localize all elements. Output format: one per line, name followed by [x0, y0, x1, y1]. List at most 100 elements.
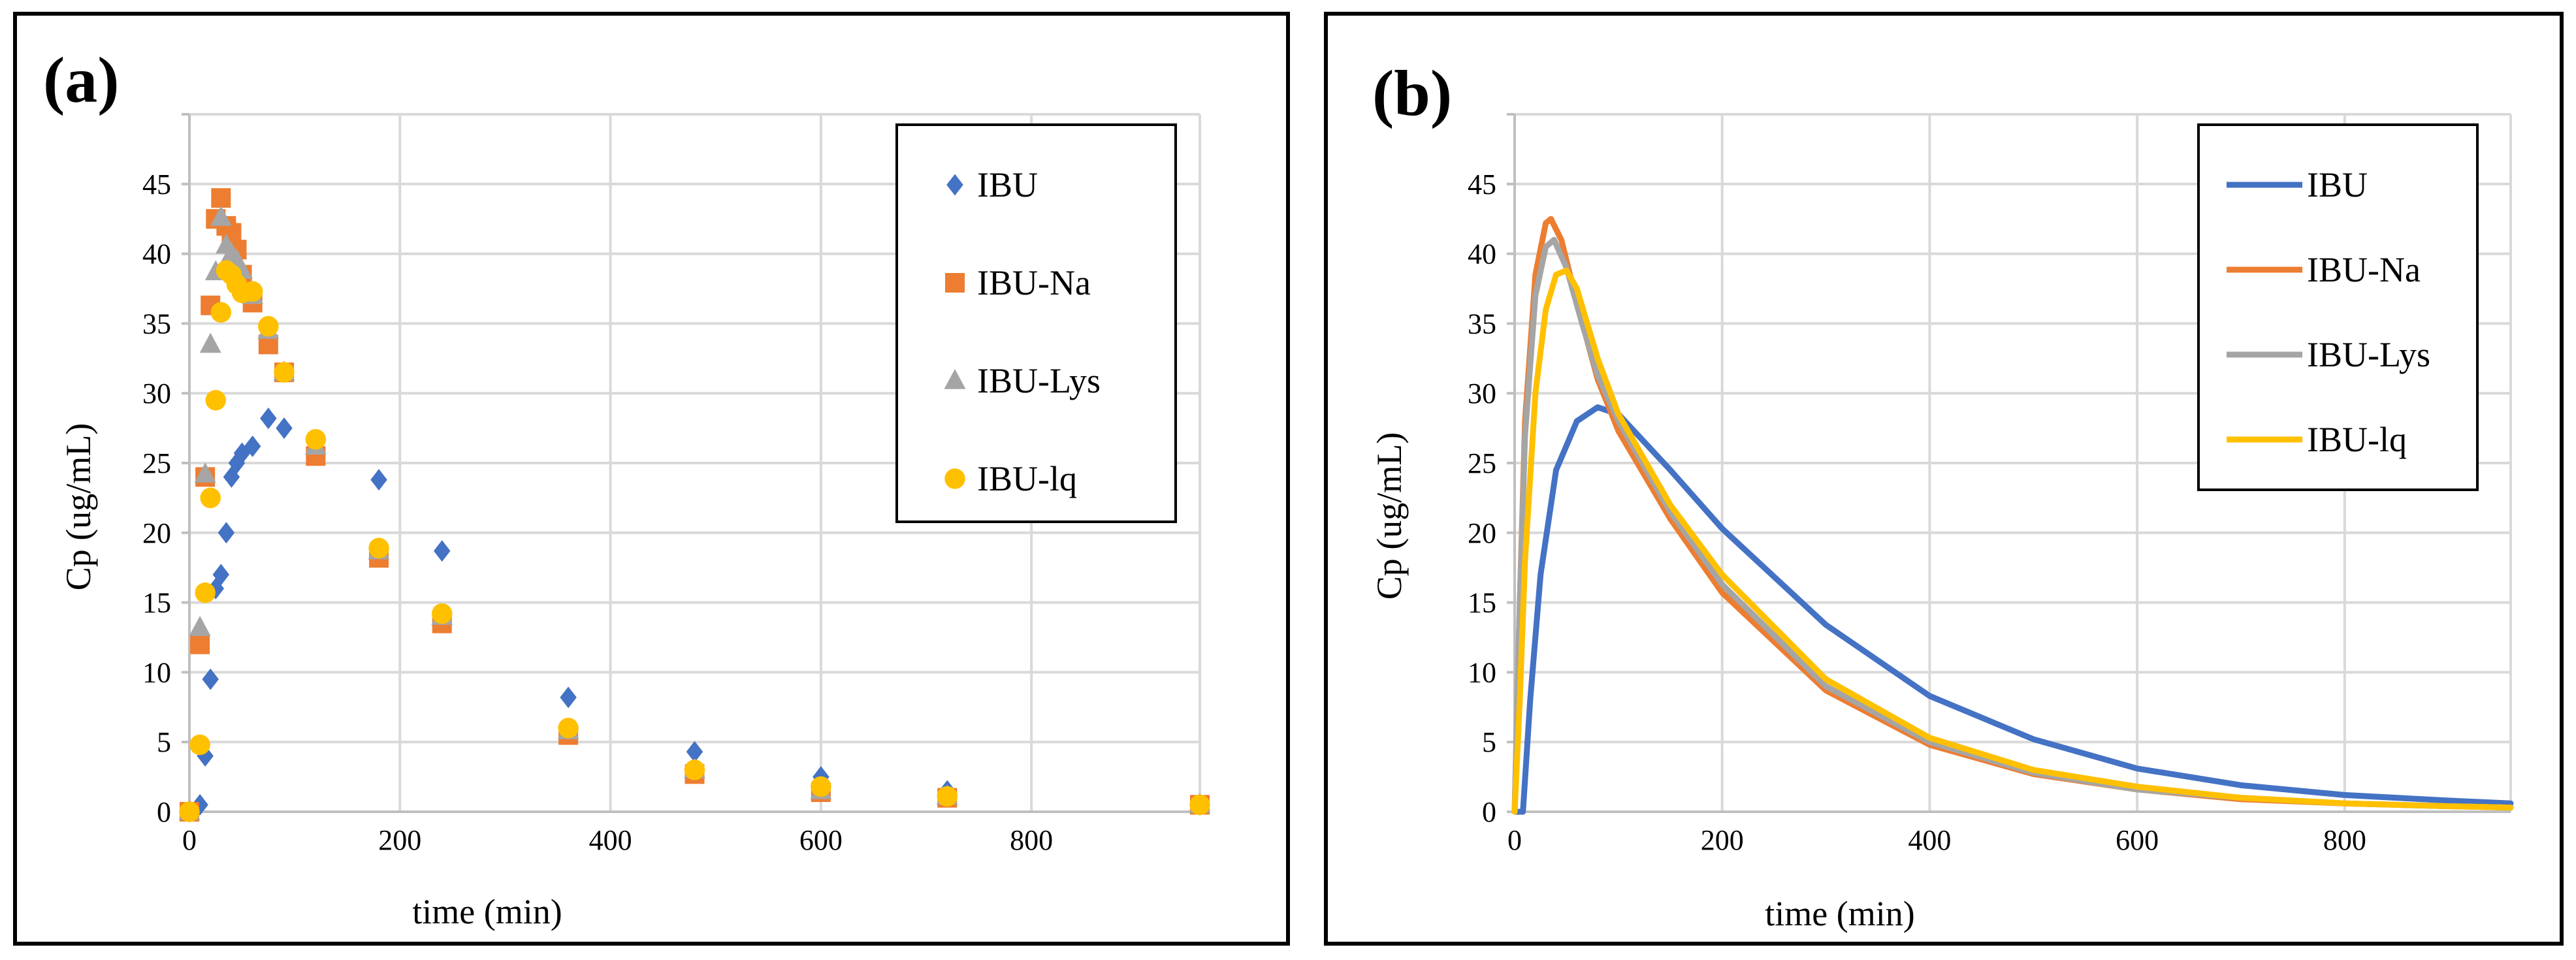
- point-ibu-lq: [684, 760, 705, 780]
- series-ibu: [1511, 404, 2514, 815]
- point-ibu: [260, 408, 277, 430]
- legend-label: IBU: [977, 165, 1038, 204]
- point-ibu: [276, 417, 293, 440]
- point-ibu-lys: [210, 206, 232, 226]
- point-ibu-lq: [811, 776, 831, 797]
- y-tick-label: 20: [142, 517, 171, 549]
- legend-item: IBU-Na: [945, 263, 1091, 302]
- legend-item: IBU: [946, 165, 1038, 204]
- point-ibu: [212, 564, 230, 586]
- point-ibu: [560, 686, 577, 709]
- legend-label: IBU-lq: [2307, 420, 2407, 459]
- y-tick-label: 5: [1482, 726, 1496, 758]
- legend-label: IBU: [2307, 165, 2368, 204]
- legend-label: IBU-Lys: [2307, 335, 2430, 374]
- series-ibu-lq: [179, 260, 1210, 822]
- y-tick-label: 40: [1468, 238, 1496, 270]
- y-axis-title-a: Cp (ug/mL): [59, 423, 98, 590]
- point-ibu-lq: [258, 315, 279, 337]
- point-ibu-lq: [558, 718, 579, 739]
- point-ibu-lq: [274, 362, 295, 383]
- legend-item: IBU-Na: [2227, 250, 2421, 289]
- legend-item: IBU-lq: [2227, 420, 2407, 459]
- y-tick-label: 5: [157, 726, 171, 758]
- x-axis-title-b: time (min): [1765, 894, 1914, 933]
- x-tick-label: 600: [2116, 824, 2159, 856]
- y-tick-label: 15: [142, 587, 171, 619]
- chart-panel-b: 0 5 10 15 20 25 30 35 40 45 0 200 400 600 800 (b) time…: [1324, 12, 2564, 946]
- series-ibu-lq: [1511, 267, 2514, 815]
- x-tick-label: 400: [589, 824, 632, 856]
- y-tick-label: 0: [1482, 796, 1496, 828]
- point-ibu-lq: [305, 428, 327, 450]
- point-ibu-lq: [368, 537, 389, 559]
- x-axis-title-a: time (min): [412, 892, 562, 931]
- y-tick-label: 0: [157, 796, 171, 828]
- line-ibu: [1511, 404, 2514, 815]
- point-ibu-na: [211, 188, 231, 208]
- legend-item: IBU-Lys: [2227, 335, 2430, 374]
- y-tick-label: 30: [1468, 377, 1496, 409]
- legend-label: IBU-Na: [2307, 250, 2421, 289]
- point-ibu-lq: [179, 801, 200, 822]
- point-ibu-lq: [242, 281, 263, 302]
- point-ibu-lys: [199, 332, 221, 353]
- y-tick-label: 45: [1468, 168, 1496, 200]
- legend-frame: [895, 123, 1177, 523]
- x-tick-label: 200: [378, 824, 421, 856]
- legend-key-ibu: [946, 174, 963, 196]
- y-tick-label: 35: [1468, 308, 1496, 340]
- legend-item: IBU-Lys: [944, 361, 1101, 400]
- legend-item: IBU-lq: [944, 459, 1077, 498]
- y-tick-label: 45: [142, 168, 171, 200]
- point-ibu-na: [190, 634, 210, 654]
- legend-key-ibu-lys: [944, 369, 966, 389]
- point-ibu: [370, 469, 387, 491]
- y-tick-label: 25: [1468, 447, 1496, 479]
- point-ibu: [686, 741, 703, 763]
- legend-key-ibu-na: [945, 273, 965, 293]
- y-tick-label: 40: [142, 238, 171, 270]
- legend-item: IBU: [2227, 165, 2368, 204]
- line-ibu-lq: [1511, 267, 2514, 815]
- point-ibu-lq: [195, 582, 216, 603]
- y-tick-label: 25: [142, 447, 171, 479]
- x-tick-label: 0: [1507, 824, 1522, 856]
- legend-label: IBU-lq: [977, 459, 1077, 498]
- legend-label: IBU-Na: [977, 263, 1091, 302]
- point-ibu-lq: [200, 487, 221, 509]
- chart-a-svg: 0 5 10 15 20 25 30 35 40 45 0 200 400 600 800 (a) time…: [43, 44, 1211, 931]
- y-tick-label: 30: [142, 377, 171, 409]
- point-ibu: [217, 522, 235, 544]
- point-ibu-lq: [205, 390, 227, 411]
- x-tick-label: 0: [182, 824, 197, 856]
- point-ibu: [244, 435, 261, 457]
- point-ibu-lq: [937, 786, 958, 807]
- y-tick-label: 35: [142, 308, 171, 340]
- y-axis-title-b: Cp (ug/mL): [1370, 432, 1409, 600]
- point-ibu-lys: [189, 616, 211, 636]
- chart-b-svg: 0 5 10 15 20 25 30 35 40 45 0 200 400 600 800 (b) time…: [1370, 57, 2514, 933]
- x-tick-label: 800: [2323, 824, 2366, 856]
- chart-panel-a: 0 5 10 15 20 25 30 35 40 45 0 200 400 600 800 (a) time…: [13, 12, 1290, 946]
- legend-a: IBU IBU-Na IBU-Lys IBU-lq: [895, 123, 1177, 523]
- panel-label-a: (a): [43, 44, 120, 116]
- point-ibu: [434, 540, 451, 562]
- y-tick-label: 10: [142, 656, 171, 688]
- point-ibu-lq: [432, 603, 453, 624]
- y-tick-label: 20: [1468, 517, 1496, 549]
- legend-key-ibu-lq: [944, 468, 965, 489]
- point-ibu-lys: [194, 462, 216, 483]
- legend-label: IBU-Lys: [977, 361, 1101, 400]
- point-ibu-lq: [1189, 794, 1210, 816]
- panel-label-b: (b): [1372, 57, 1452, 129]
- point-ibu-lq: [210, 302, 232, 323]
- x-tick-label: 200: [1701, 824, 1744, 856]
- x-tick-label: 400: [1908, 824, 1951, 856]
- x-tick-label: 800: [1010, 824, 1053, 856]
- y-tick-label: 10: [1468, 656, 1496, 688]
- x-tick-label: 600: [799, 824, 843, 856]
- legend-b: IBU IBU-Na IBU-Lys IBU-lq: [2197, 123, 2479, 491]
- point-ibu-lq: [189, 734, 210, 756]
- y-tick-label: 15: [1468, 587, 1496, 619]
